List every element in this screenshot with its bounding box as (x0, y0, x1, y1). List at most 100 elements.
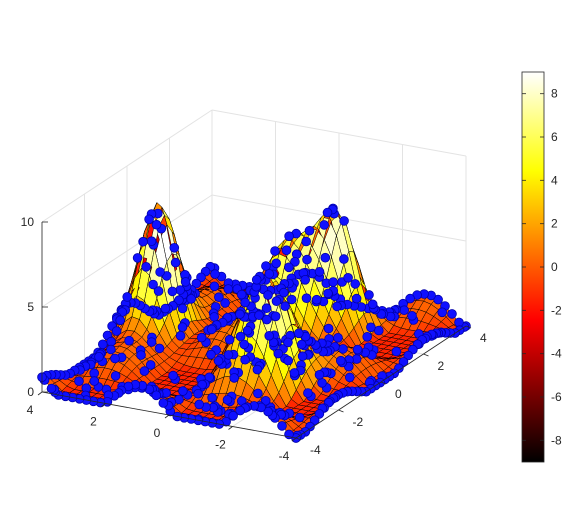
data-marker (367, 299, 378, 310)
data-marker (328, 277, 339, 287)
data-marker (207, 392, 217, 403)
data-marker (224, 334, 235, 345)
data-marker (110, 371, 121, 381)
x-tick (291, 437, 297, 442)
data-marker (294, 412, 305, 423)
data-marker (323, 323, 334, 334)
data-marker (228, 410, 238, 421)
data-marker (261, 303, 272, 314)
data-marker (146, 236, 157, 247)
data-marker (280, 301, 290, 312)
data-marker (110, 353, 120, 364)
data-marker (271, 296, 282, 307)
data-marker (89, 368, 99, 379)
data-marker (264, 269, 275, 279)
data-marker (284, 262, 294, 273)
data-marker (177, 322, 188, 332)
data-marker (252, 364, 263, 375)
colorbar-tick-label: -6 (551, 390, 562, 404)
data-marker (403, 350, 414, 361)
grid-line (41, 194, 213, 308)
data-marker (141, 261, 151, 272)
data-marker (197, 379, 208, 390)
data-marker (314, 266, 325, 277)
data-marker (236, 289, 247, 300)
data-marker (155, 267, 165, 277)
data-marker (122, 292, 132, 302)
data-marker (289, 368, 300, 378)
x-tick-label: -4 (279, 449, 290, 463)
y-tick (380, 381, 387, 385)
data-marker (111, 326, 122, 336)
data-marker (407, 310, 417, 321)
data-marker (213, 356, 224, 366)
y-tick (423, 353, 429, 357)
data-marker (148, 279, 158, 290)
data-marker (261, 261, 271, 271)
data-markers (37, 203, 471, 443)
data-marker (177, 303, 188, 314)
data-marker (277, 421, 287, 431)
data-marker (106, 344, 116, 355)
data-marker (223, 350, 234, 360)
data-marker (235, 331, 246, 342)
data-marker (210, 269, 220, 279)
z-tick-label: 0 (27, 385, 34, 399)
x-tick (164, 414, 170, 419)
data-marker (332, 301, 342, 312)
axis-ticks: 0 5 10 -4 -2 0 2 4 -4 -2 0 2 4 (21, 215, 487, 463)
colorbar-tick-label: 6 (551, 130, 558, 144)
data-marker (314, 409, 325, 419)
data-marker (98, 339, 108, 350)
data-marker (214, 292, 224, 303)
data-marker (364, 290, 374, 300)
data-marker (158, 398, 169, 408)
data-marker (297, 351, 308, 362)
data-marker (319, 220, 330, 230)
data-marker (209, 281, 220, 292)
data-marker (296, 339, 307, 350)
data-marker (145, 360, 156, 370)
x-tick-label: 0 (154, 426, 161, 440)
data-marker (178, 386, 188, 396)
x-tick-label: 2 (90, 415, 97, 429)
data-marker (174, 295, 184, 306)
y-tick-label: -4 (310, 443, 321, 457)
data-marker (373, 325, 384, 336)
colorbar-tick-label: 8 (551, 87, 558, 101)
data-marker (194, 399, 205, 410)
data-marker (115, 315, 125, 326)
data-marker (151, 390, 162, 401)
data-marker (303, 388, 313, 398)
data-marker (242, 325, 253, 336)
colorbar-tick-label: -8 (551, 433, 562, 447)
data-marker (240, 297, 250, 308)
data-marker (344, 372, 355, 383)
data-marker (260, 395, 271, 406)
data-marker (193, 388, 203, 399)
data-marker (271, 258, 282, 269)
data-marker (301, 293, 312, 304)
data-marker (351, 293, 362, 304)
data-marker (311, 294, 322, 305)
grid-line (41, 109, 213, 223)
colorbar-tick-label: -2 (551, 303, 562, 317)
data-marker (146, 337, 157, 347)
x-tick-label: -2 (215, 438, 226, 452)
data-marker (253, 388, 263, 399)
data-marker (333, 332, 343, 343)
colorbar-tick-label: -4 (551, 347, 562, 361)
data-marker (339, 216, 349, 226)
data-marker (362, 331, 373, 342)
data-marker (263, 406, 273, 417)
data-marker (175, 330, 186, 341)
y-tick-label: 4 (480, 331, 487, 345)
data-marker (175, 285, 186, 295)
data-marker (270, 246, 280, 256)
data-marker (300, 274, 311, 285)
data-marker (293, 328, 304, 339)
data-marker (254, 310, 264, 321)
data-marker (302, 254, 312, 265)
z-tick-label: 5 (27, 300, 34, 314)
colorbar-tick-label: 0 (551, 260, 558, 274)
